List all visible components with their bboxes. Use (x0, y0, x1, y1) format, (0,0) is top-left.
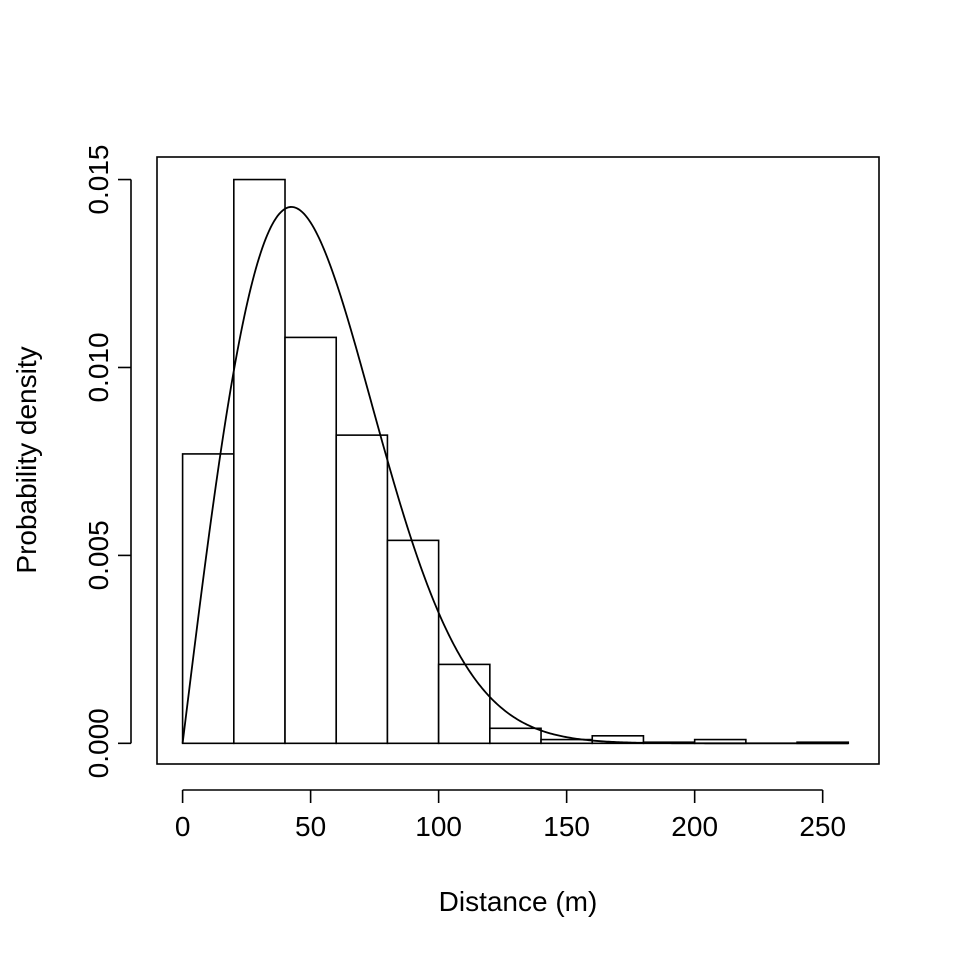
x-tick-label: 200 (671, 811, 718, 842)
histogram-bar-6 (489, 727, 542, 745)
y-tick-label: 0.010 (83, 332, 114, 402)
y-tick-label: 0.000 (83, 708, 114, 778)
y-axis: 0.000 0.005 0.010 0.015 (83, 145, 132, 778)
plot-frame (156, 156, 880, 765)
histogram-bar-8 (591, 735, 645, 745)
histogram-bars (181, 178, 850, 745)
x-tick-label: 250 (799, 811, 846, 842)
histogram-bar-2 (284, 336, 338, 745)
density-curve (181, 206, 849, 745)
y-tick-label: 0.005 (83, 520, 114, 590)
histogram-bar-3 (335, 434, 389, 745)
y-axis-label: Probability density (11, 346, 42, 573)
x-tick-label: 0 (175, 811, 191, 842)
x-axis-label: Distance (m) (439, 886, 598, 917)
x-tick-label: 50 (295, 811, 326, 842)
histogram-bar-5 (437, 663, 491, 745)
y-tick-label: 0.015 (83, 145, 114, 215)
histogram-bar-1 (233, 178, 286, 745)
histogram-bar-0 (181, 453, 235, 745)
x-tick-label: 100 (415, 811, 462, 842)
histogram-bar-4 (386, 539, 440, 745)
x-tick-label: 150 (543, 811, 590, 842)
x-axis: 0 50 100 150 200 250 (175, 789, 846, 842)
